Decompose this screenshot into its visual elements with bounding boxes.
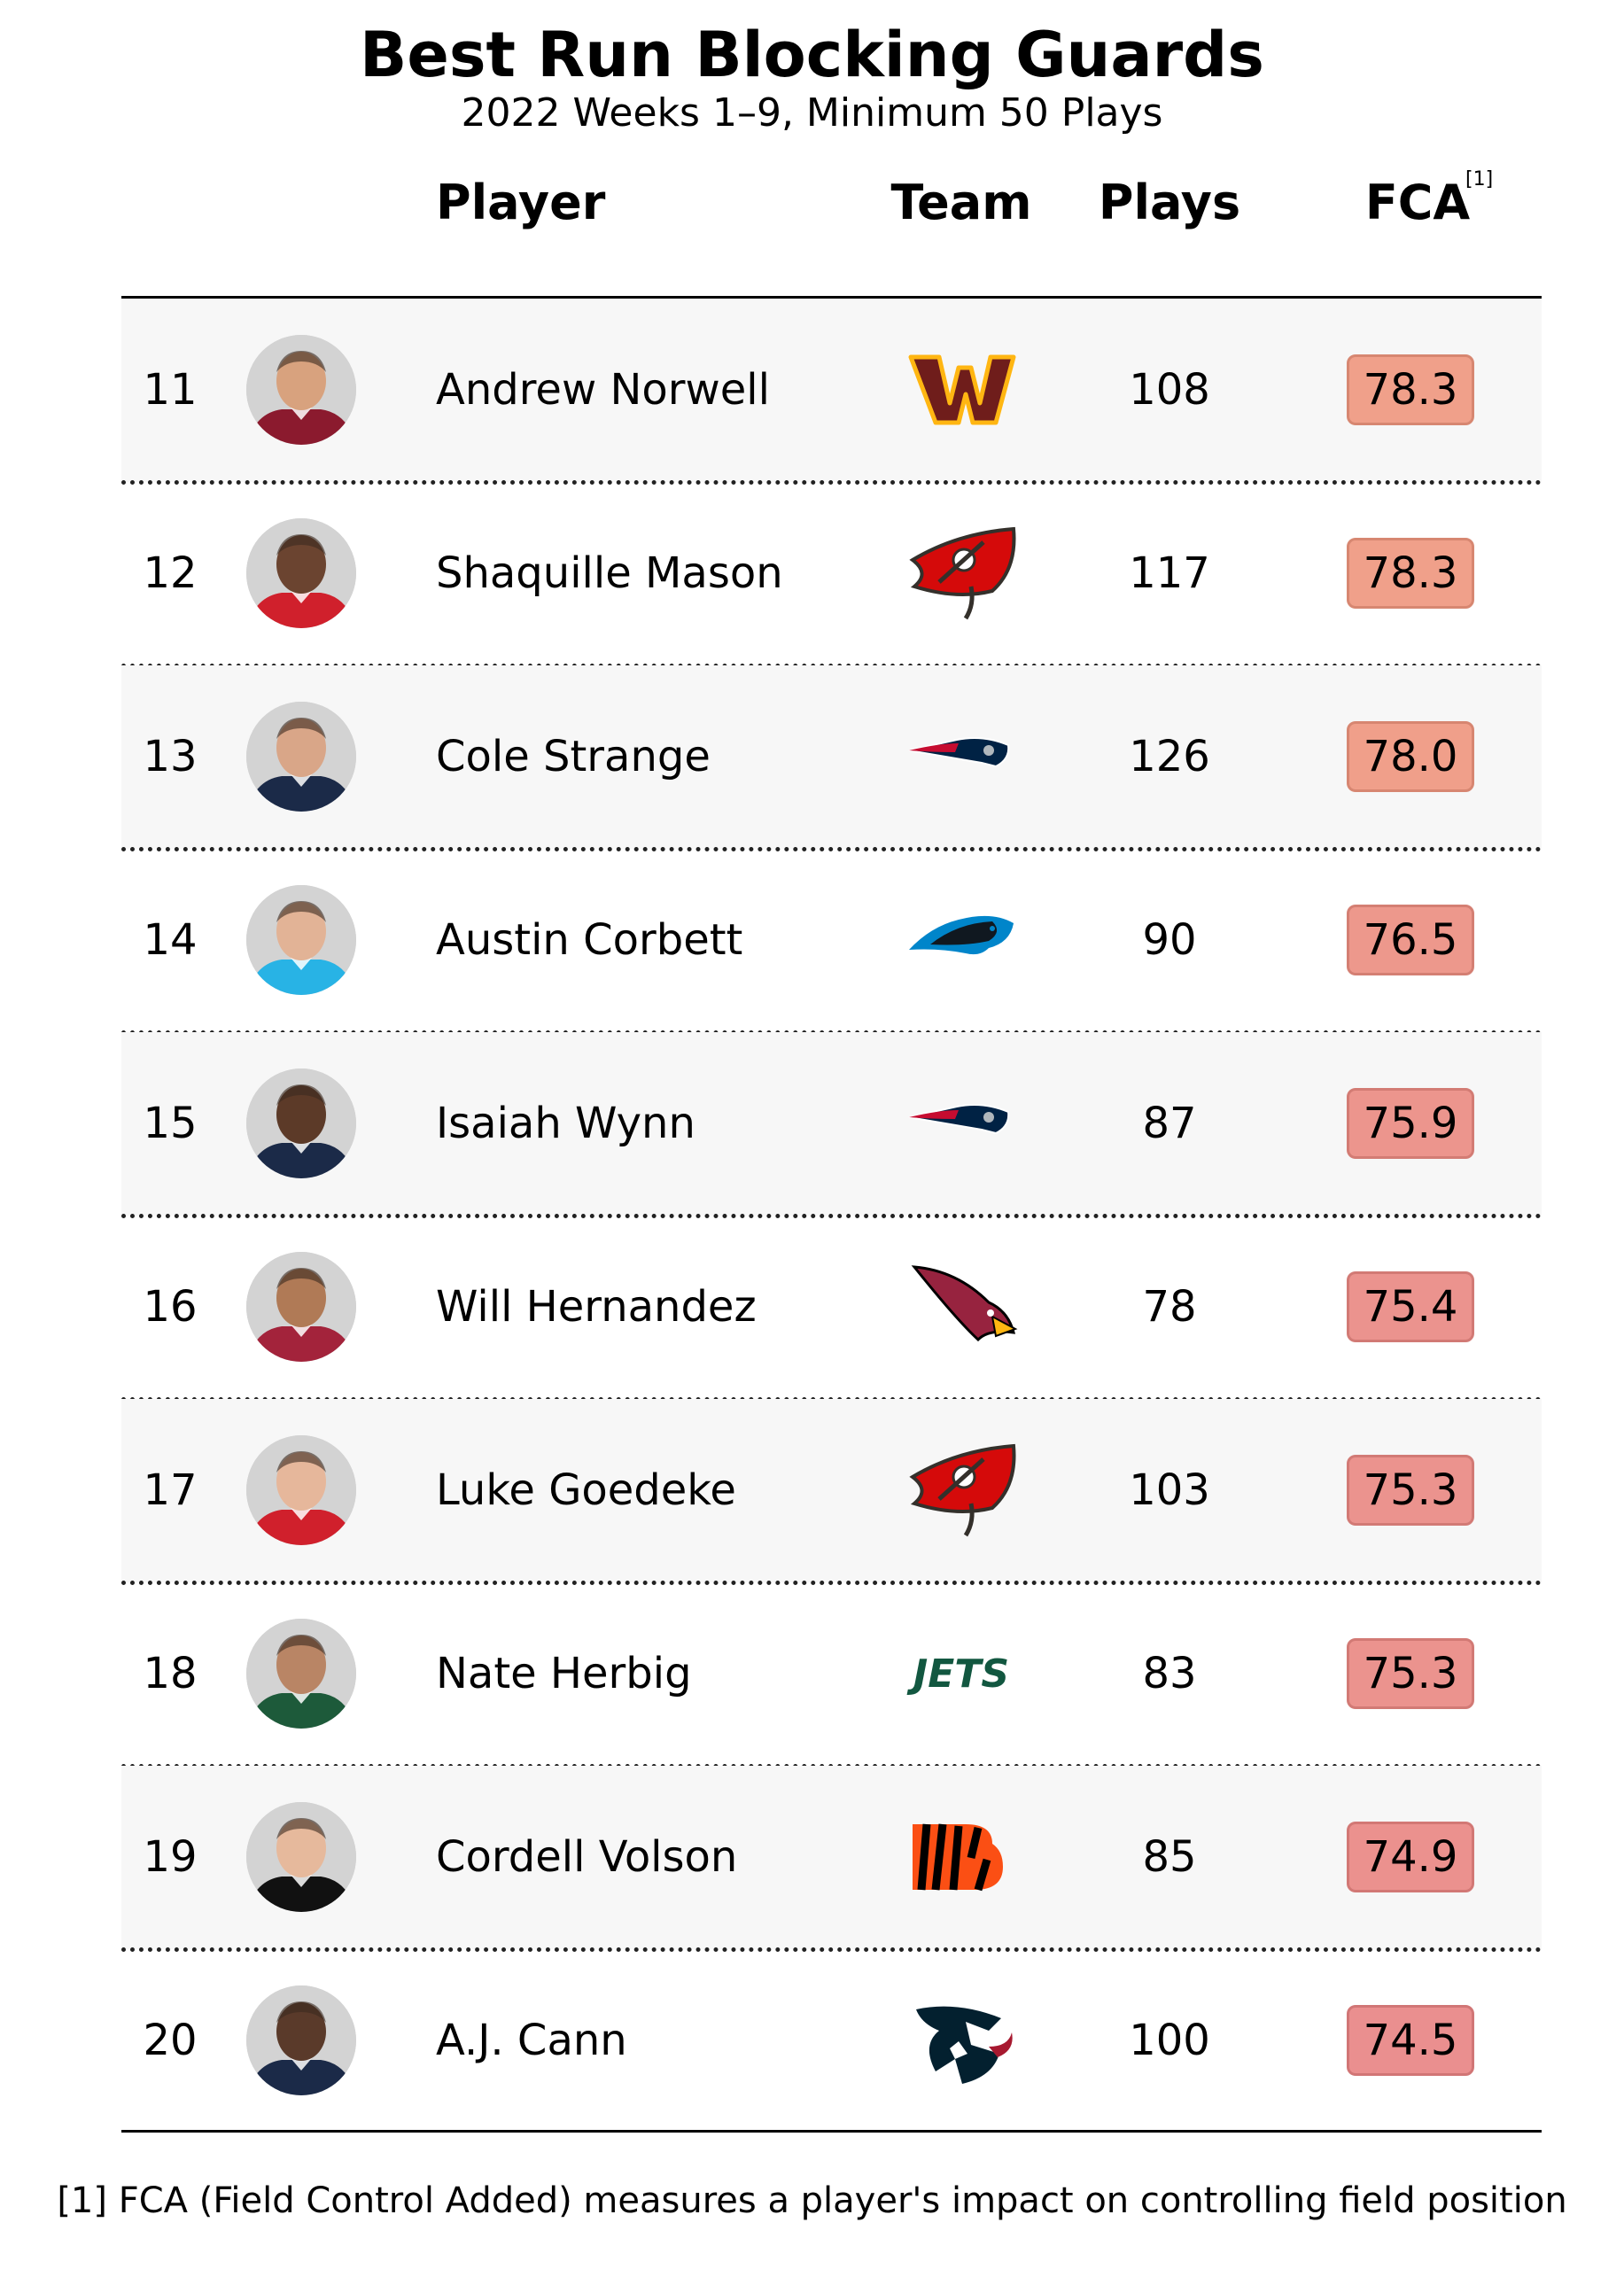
fca-badge: 75.3 [1347, 1638, 1474, 1709]
table-row: 14 Austin Corbett 90 76.5 [121, 849, 1542, 1035]
avatar [246, 885, 356, 995]
header-team: Team [890, 175, 1032, 230]
arizona-cardinals-logo [911, 1265, 1018, 1342]
table-row: 19 Cordell Volson 85 74.9 [121, 1766, 1542, 1952]
rank-label: 19 [143, 1832, 198, 1882]
rank-label: 12 [143, 548, 198, 598]
plays-value: 103 [1129, 1465, 1210, 1515]
player-photo [246, 335, 356, 445]
fca-badge: 76.5 [1347, 905, 1474, 975]
rank-label: 15 [143, 1099, 198, 1148]
table-row: 20 A.J. Cann 100 74.5 [121, 1949, 1542, 2133]
new-york-jets-logo: JETS [906, 1651, 1009, 1697]
new-england-patriots-logo [908, 1104, 1010, 1135]
fca-footnote-mark: [1] [1465, 168, 1494, 190]
plays-value: 117 [1129, 548, 1210, 598]
table-row: 18 Nate Herbig JETS 83 75.3 [121, 1582, 1542, 1768]
tampa-bay-buccaneers-logo [909, 526, 1016, 620]
chart-title: Best Run Blocking Guards [360, 19, 1264, 91]
rank-label: 14 [143, 915, 198, 965]
player-name: Isaiah Wynn [436, 1099, 695, 1148]
rank-label: 11 [143, 365, 198, 415]
avatar [246, 702, 356, 812]
row-separator [121, 1214, 1542, 1218]
plays-value: 108 [1129, 365, 1210, 415]
player-photo [246, 885, 356, 995]
table-row: 16 Will Hernandez 78 75.4 [121, 1216, 1542, 1402]
plays-value: 87 [1142, 1099, 1197, 1148]
player-photo [246, 702, 356, 812]
row-separator [121, 1947, 1542, 1952]
table-row: 12 Shaquille Mason 117 78.3 [121, 482, 1542, 668]
table-row: 17 Luke Goedeke 103 75.3 [121, 1399, 1542, 1585]
avatar [246, 335, 356, 445]
player-name: Shaquille Mason [436, 548, 783, 598]
row-separator [121, 1581, 1542, 1585]
avatar [246, 1619, 356, 1729]
table-row: 13 Cole Strange 126 78.0 [121, 665, 1542, 851]
plays-value: 85 [1142, 1832, 1197, 1882]
footnote: [1] FCA (Field Control Added) measures a… [57, 2180, 1567, 2221]
fca-badge: 78.3 [1347, 538, 1474, 609]
plays-value: 78 [1142, 1282, 1197, 1332]
rank-label: 18 [143, 1649, 198, 1698]
fca-badge: 74.9 [1347, 1822, 1474, 1892]
header-player: Player [436, 175, 606, 230]
rank-label: 17 [143, 1465, 198, 1515]
fca-badge: 75.4 [1347, 1271, 1474, 1342]
fca-badge: 75.9 [1347, 1088, 1474, 1159]
player-photo [246, 1802, 356, 1912]
washington-commanders-logo [908, 354, 1016, 425]
table-bottom-rule [121, 2130, 1542, 2133]
player-photo [246, 1068, 356, 1178]
player-name: Nate Herbig [436, 1649, 692, 1698]
player-photo [246, 1619, 356, 1729]
player-name: Luke Goedeke [436, 1465, 736, 1515]
player-photo [246, 518, 356, 628]
avatar [246, 1252, 356, 1362]
fca-badge: 75.3 [1347, 1455, 1474, 1526]
player-photo [246, 1985, 356, 2095]
rank-label: 13 [143, 732, 198, 781]
chart-subtitle: 2022 Weeks 1–9, Minimum 50 Plays [461, 90, 1163, 136]
plays-value: 90 [1142, 915, 1197, 965]
player-name: Will Hernandez [436, 1282, 757, 1332]
header-plays: Plays [1098, 175, 1241, 230]
player-photo [246, 1252, 356, 1362]
new-england-patriots-logo [908, 737, 1010, 768]
tampa-bay-buccaneers-logo [909, 1443, 1016, 1537]
houston-texans-logo [916, 2006, 1013, 2084]
avatar [246, 1068, 356, 1178]
svg-text:JETS: JETS [906, 1651, 1009, 1697]
fca-badge: 74.5 [1347, 2005, 1474, 2076]
player-name: Austin Corbett [436, 915, 743, 965]
plays-value: 100 [1129, 2016, 1210, 2065]
rank-label: 16 [143, 1282, 198, 1332]
plays-value: 126 [1129, 732, 1210, 781]
table-top-rule [121, 296, 1542, 299]
avatar [246, 1985, 356, 2095]
player-name: Cole Strange [436, 732, 711, 781]
avatar [246, 1802, 356, 1912]
avatar [246, 518, 356, 628]
fca-badge: 78.0 [1347, 721, 1474, 792]
fca-badge: 78.3 [1347, 354, 1474, 425]
header-fca: FCA [1364, 175, 1471, 230]
plays-value: 83 [1142, 1649, 1197, 1698]
cincinnati-bengals-logo [913, 1823, 1003, 1892]
avatar [246, 1435, 356, 1545]
table-row: 15 Isaiah Wynn 87 75.9 [121, 1032, 1542, 1218]
carolina-panthers-logo [909, 915, 1014, 955]
player-name: Andrew Norwell [436, 365, 770, 415]
row-separator [121, 847, 1542, 851]
player-photo [246, 1435, 356, 1545]
player-name: A.J. Cann [436, 2016, 627, 2065]
rank-label: 20 [143, 2016, 198, 2065]
row-separator [121, 480, 1542, 485]
table-row: 11 Andrew Norwell 108 78.3 [121, 299, 1542, 485]
player-name: Cordell Volson [436, 1832, 738, 1882]
